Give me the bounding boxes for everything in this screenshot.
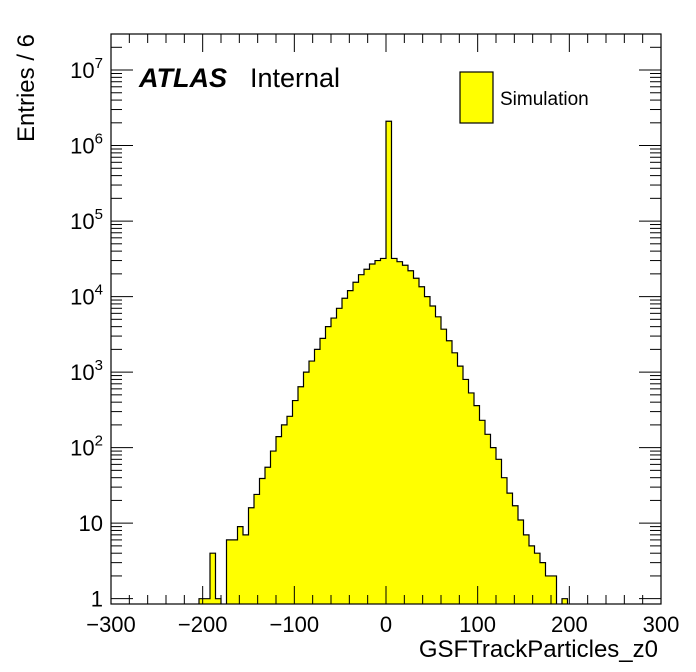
histogram-bar [254,494,260,604]
histogram-bar [199,598,205,604]
histogram-bar [375,260,381,604]
y-tick-label: 107 [70,55,103,83]
histogram-bar [446,340,452,604]
legend-label-simulation: Simulation [500,89,589,110]
y-tick-label: 106 [70,131,103,159]
histogram-bar [353,282,359,604]
histogram-bar [490,447,496,604]
histogram-bar [386,121,392,604]
histogram-bar [551,575,557,604]
histogram-bar [468,392,474,604]
histogram-bar [479,420,485,604]
x-tick-label: 100 [459,612,496,637]
histogram-bar [292,400,298,604]
histogram-bar [281,424,287,604]
histogram-bar [298,386,304,604]
y-tick-label: 104 [70,282,103,310]
histogram-bar [210,553,216,604]
histogram-bar [380,258,386,604]
histogram-bar [369,264,375,604]
histogram-bar [474,405,480,604]
histogram-bar [314,349,320,604]
histogram-bar [265,467,271,604]
histogram-bar [237,526,243,604]
y-axis-title: Entries / 6 [13,34,40,142]
y-tick-label: 105 [70,206,103,234]
histogram-bar [259,478,265,604]
histogram-bar [243,534,249,604]
x-tick-label: 300 [643,612,680,637]
histogram-bar [441,329,447,604]
legend-swatch-simulation [459,71,494,124]
histogram-bar [452,352,458,604]
histogram-bar [485,434,491,604]
histogram-bar [226,539,232,604]
atlas-status-label: Internal [250,63,340,93]
histogram-bar [320,338,326,604]
y-axis-ticks [111,33,661,600]
histogram-bar [391,258,397,604]
y-tick-label: 1 [91,587,103,612]
histogram-bar [501,477,507,604]
histogram-bar [364,269,370,604]
histogram-bar [358,274,364,604]
histogram-bar [336,308,342,604]
histogram-bar [248,507,254,604]
x-axis-title: GSFTrackParticles_z0 [419,636,658,663]
histogram-bar [430,306,436,604]
histogram-bar [496,459,502,604]
x-tick-label: −300 [86,612,136,637]
histogram-bar [540,562,546,604]
histogram-bar [397,261,403,604]
y-tick-labels: 1 10 102 103 104 105 106 107 [70,55,103,612]
histogram-bar [518,520,524,604]
x-tick-label: −200 [178,612,228,637]
histogram-bar [534,553,540,604]
histogram-bar [215,598,221,604]
histogram-bar [342,298,348,604]
histogram-outline [198,120,569,604]
histogram-bar [331,318,337,604]
atlas-label: ATLAS [138,63,227,93]
y-tick-label: 103 [70,357,103,385]
histogram-bar [435,316,441,604]
histogram-bar [457,366,463,604]
histogram-bar [463,379,469,604]
histogram-bar [507,493,513,604]
histogram-bar [562,598,568,604]
histogram-bar [232,539,238,604]
histogram-bar [204,598,210,604]
x-tick-labels: −300 −200 −100 0 100 200 300 [86,612,679,637]
x-tick-label: 200 [551,612,588,637]
histogram-bar [309,361,315,604]
x-axis-ticks [110,34,662,604]
histogram-bar [529,545,535,604]
histogram-bar [545,575,551,604]
histogram-bar [303,372,309,604]
histogram-bar [325,326,331,604]
histogram-bar [347,290,353,604]
histogram-bar [402,265,408,604]
histogram-bar [512,505,518,604]
x-tick-label: −100 [270,612,320,637]
y-tick-label: 10 [79,511,103,536]
histogram-bar [419,286,425,604]
histogram-bar [408,270,414,604]
histogram-bar [287,416,293,604]
histogram-bar [270,451,276,604]
histogram-bars [199,121,568,604]
histogram-bar [523,534,529,604]
histogram-bar [424,296,430,604]
histogram-bar [413,278,419,604]
y-tick-label: 102 [70,433,103,461]
histogram-bar [276,436,282,604]
x-tick-label: 0 [380,612,392,637]
